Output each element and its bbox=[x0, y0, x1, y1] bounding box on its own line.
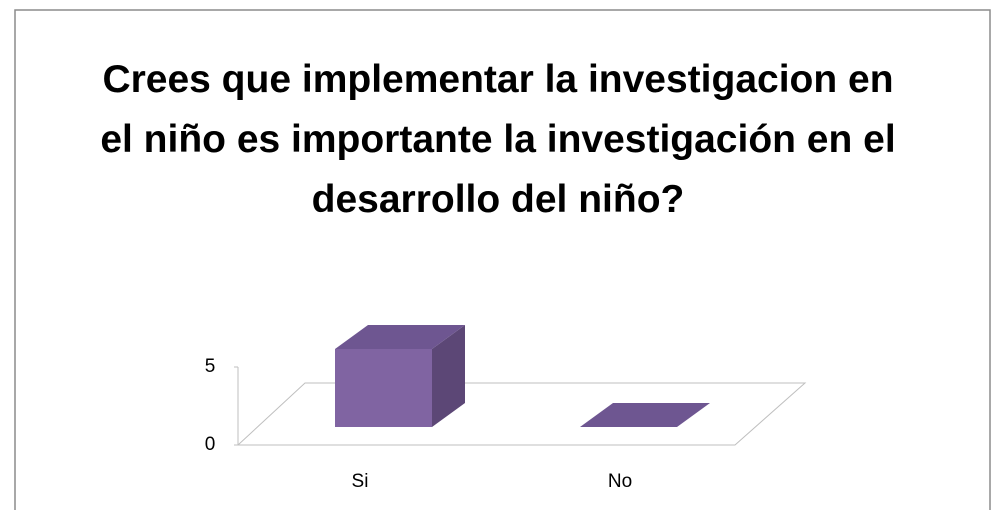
bar bbox=[580, 403, 710, 427]
bar-side bbox=[432, 325, 465, 427]
x-tick-label: Si bbox=[352, 471, 369, 492]
bar-top bbox=[335, 325, 465, 349]
chart-border bbox=[14, 9, 991, 510]
chart-title: Crees que implementar la investigacion e… bbox=[100, 58, 896, 221]
bar bbox=[335, 325, 465, 427]
y-tick-label: 0 bbox=[205, 434, 216, 455]
floor bbox=[236, 382, 807, 446]
bar-top bbox=[580, 403, 710, 427]
y-tick-label: 5 bbox=[205, 356, 216, 377]
x-tick-label: No bbox=[608, 471, 632, 492]
bar-front bbox=[335, 349, 432, 427]
